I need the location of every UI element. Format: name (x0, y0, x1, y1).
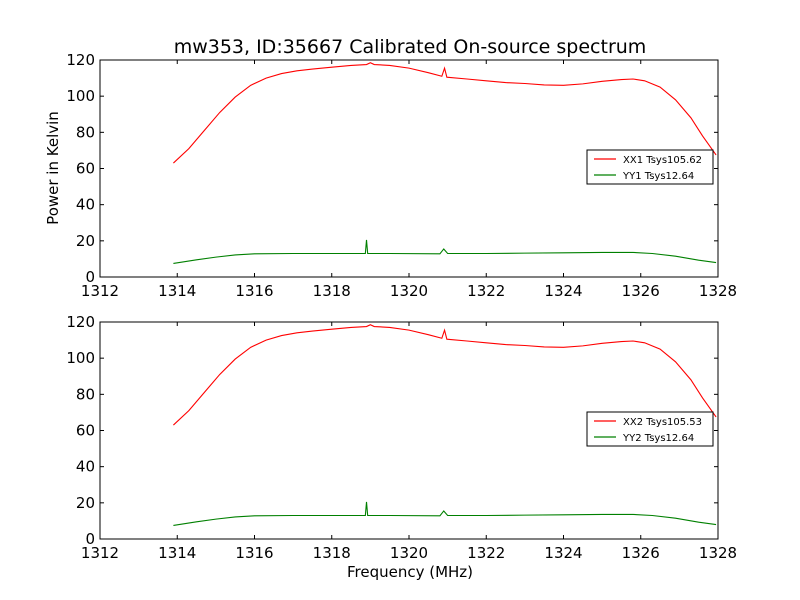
y-tick-label: 120 (66, 51, 95, 69)
legend: XX1 Tsys105.62 YY1 Tsys12.64 (586, 149, 714, 185)
y-tick-label: 60 (76, 160, 95, 178)
legend-entry: YY2 Tsys12.64 (622, 433, 694, 444)
legend-box (586, 149, 714, 185)
legend-box (586, 411, 714, 447)
x-tick-label: 1312 (81, 282, 119, 300)
top-panel: 1312 1314 1316 1318 1320 1322 1324 1326 1328 0 20 4… (66, 51, 737, 300)
x-axis-label: Frequency (MHz) (347, 563, 473, 581)
legend-entry: XX2 Tsys105.53 (623, 417, 702, 428)
legend: XX2 Tsys105.53 YY2 Tsys12.64 (586, 411, 714, 447)
x-tick-label: 1320 (390, 282, 428, 300)
y-tick-label: 80 (76, 123, 95, 141)
y-tick-label: 80 (76, 385, 95, 403)
x-tick-label: 1316 (235, 282, 273, 300)
series-line-xx (173, 324, 717, 426)
x-tick-label: 1326 (622, 282, 660, 300)
series-line-yy (173, 239, 717, 264)
x-tick-label: 1328 (699, 544, 737, 562)
legend-entry: YY1 Tsys12.64 (622, 171, 694, 182)
y-tick-label: 60 (76, 422, 95, 440)
x-tick-label: 1312 (81, 544, 119, 562)
legend-entry: XX1 Tsys105.62 (623, 155, 702, 166)
x-tick-label: 1322 (467, 544, 505, 562)
y-tick-label: 120 (66, 313, 95, 331)
y-tick-label: 20 (76, 494, 95, 512)
x-tick-label: 1318 (313, 544, 351, 562)
y-tick-label: 100 (66, 349, 95, 367)
bottom-panel: 1312 1314 1316 1318 1320 1322 1324 1326 1328 0 20 4… (66, 313, 737, 562)
x-tick-label: 1318 (313, 282, 351, 300)
x-tick-label: 1324 (544, 544, 582, 562)
y-tick-label: 0 (85, 530, 95, 548)
y-tick-label: 40 (76, 458, 95, 476)
x-tick-label: 1326 (622, 544, 660, 562)
x-tick-label: 1314 (158, 282, 196, 300)
chart-title: mw353, ID:35667 Calibrated On-source spe… (174, 36, 647, 58)
x-tick-label: 1314 (158, 544, 196, 562)
x-tick-label: 1316 (235, 544, 273, 562)
x-tick-label: 1328 (699, 282, 737, 300)
x-tick-label: 1324 (544, 282, 582, 300)
y-tick-label: 0 (85, 268, 95, 286)
series-line-xx (173, 62, 717, 164)
y-tick-label: 40 (76, 196, 95, 214)
y-tick-label: 20 (76, 232, 95, 250)
y-axis-label: Power in Kelvin (44, 111, 62, 225)
x-tick-label: 1320 (390, 544, 428, 562)
y-tick-label: 100 (66, 87, 95, 105)
x-tick-label: 1322 (467, 282, 505, 300)
series-line-yy (173, 501, 717, 526)
